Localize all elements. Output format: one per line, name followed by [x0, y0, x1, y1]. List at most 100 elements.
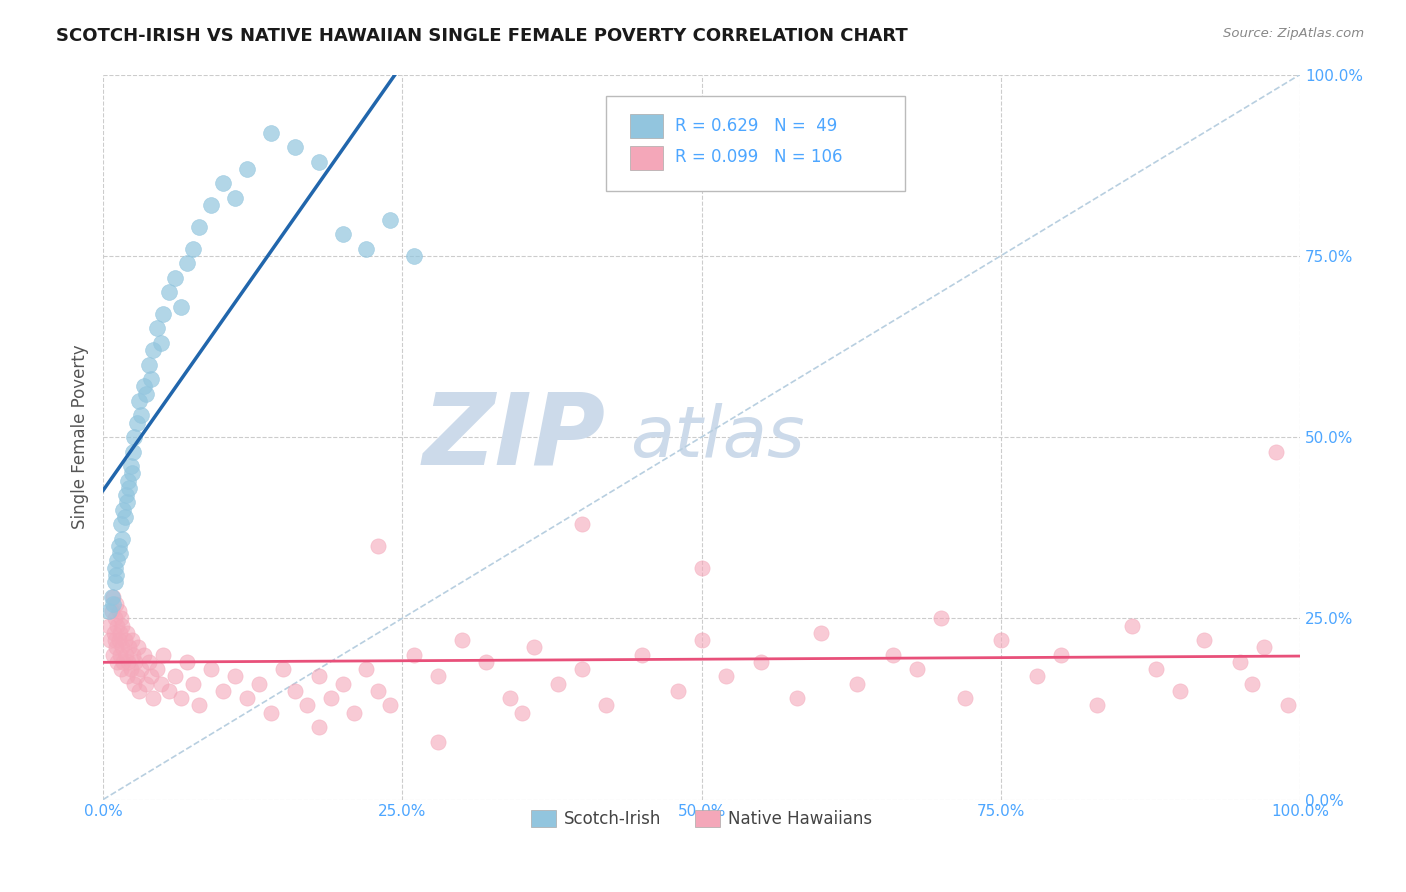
Point	[571, 662, 593, 676]
Point	[224, 191, 246, 205]
Point	[142, 691, 165, 706]
Point	[149, 335, 172, 350]
Point	[121, 633, 143, 648]
Point	[157, 285, 180, 299]
Point	[111, 532, 134, 546]
Text: R = 0.629   N =  49: R = 0.629 N = 49	[675, 117, 838, 135]
Point	[170, 300, 193, 314]
Point	[451, 633, 474, 648]
Text: R = 0.099   N = 106: R = 0.099 N = 106	[675, 148, 842, 166]
Point	[114, 633, 136, 648]
Point	[380, 698, 402, 713]
Point	[810, 625, 832, 640]
Point	[260, 126, 283, 140]
Point	[131, 662, 153, 676]
Point	[380, 212, 402, 227]
Point	[107, 553, 129, 567]
Point	[690, 633, 713, 648]
Point	[132, 648, 155, 662]
Point	[105, 597, 128, 611]
Point	[138, 358, 160, 372]
Point	[1168, 683, 1191, 698]
Point	[595, 698, 617, 713]
Point	[181, 676, 204, 690]
Point	[110, 611, 132, 625]
Point	[1144, 662, 1167, 676]
Text: atlas: atlas	[630, 402, 804, 472]
Point	[356, 662, 378, 676]
Point	[124, 655, 146, 669]
Point	[118, 640, 141, 655]
Point	[115, 625, 138, 640]
Point	[100, 604, 122, 618]
Point	[295, 698, 318, 713]
Point	[112, 502, 135, 516]
Point	[187, 698, 209, 713]
Point	[111, 640, 134, 655]
Point	[111, 618, 134, 632]
Point	[1277, 698, 1299, 713]
Text: ZIP: ZIP	[423, 389, 606, 485]
Point	[404, 648, 426, 662]
Y-axis label: Single Female Poverty: Single Female Poverty	[72, 344, 89, 529]
Point	[115, 669, 138, 683]
Point	[1229, 655, 1251, 669]
Point	[1085, 698, 1108, 713]
Point	[1194, 633, 1216, 648]
Point	[98, 604, 121, 618]
Point	[1253, 640, 1275, 655]
Point	[1265, 444, 1288, 458]
Point	[107, 655, 129, 669]
Bar	[630, 145, 664, 170]
Point	[152, 648, 174, 662]
Point	[343, 706, 366, 720]
Point	[1049, 648, 1071, 662]
Point	[356, 242, 378, 256]
Point	[953, 691, 976, 706]
Point	[107, 604, 129, 618]
Point	[125, 669, 148, 683]
Point	[122, 430, 145, 444]
Point	[547, 676, 569, 690]
Point	[138, 655, 160, 669]
Point	[187, 219, 209, 234]
Point	[104, 633, 127, 648]
Point	[149, 676, 172, 690]
Point	[114, 509, 136, 524]
Point	[115, 495, 138, 509]
Point	[107, 633, 129, 648]
Point	[131, 409, 153, 423]
Point	[170, 691, 193, 706]
Point	[176, 655, 198, 669]
Point	[846, 676, 869, 690]
Point	[142, 343, 165, 357]
Point	[108, 546, 131, 560]
Point	[211, 176, 233, 190]
Point	[125, 416, 148, 430]
Point	[107, 539, 129, 553]
Point	[475, 655, 498, 669]
Point	[1121, 618, 1143, 632]
Point	[260, 706, 283, 720]
Point	[284, 140, 307, 154]
Point	[157, 683, 180, 698]
Point	[122, 648, 145, 662]
Point	[117, 474, 139, 488]
Point	[128, 393, 150, 408]
Point	[427, 734, 450, 748]
Point	[929, 611, 952, 625]
Point	[367, 683, 389, 698]
Point	[332, 676, 354, 690]
Point	[308, 720, 330, 734]
Point	[882, 648, 904, 662]
Point	[236, 691, 259, 706]
Point	[905, 662, 928, 676]
Point	[118, 481, 141, 495]
Point	[271, 662, 294, 676]
Point	[103, 625, 125, 640]
Point	[104, 574, 127, 589]
Point	[176, 256, 198, 270]
Point	[110, 662, 132, 676]
Point	[107, 618, 129, 632]
FancyBboxPatch shape	[606, 96, 905, 191]
